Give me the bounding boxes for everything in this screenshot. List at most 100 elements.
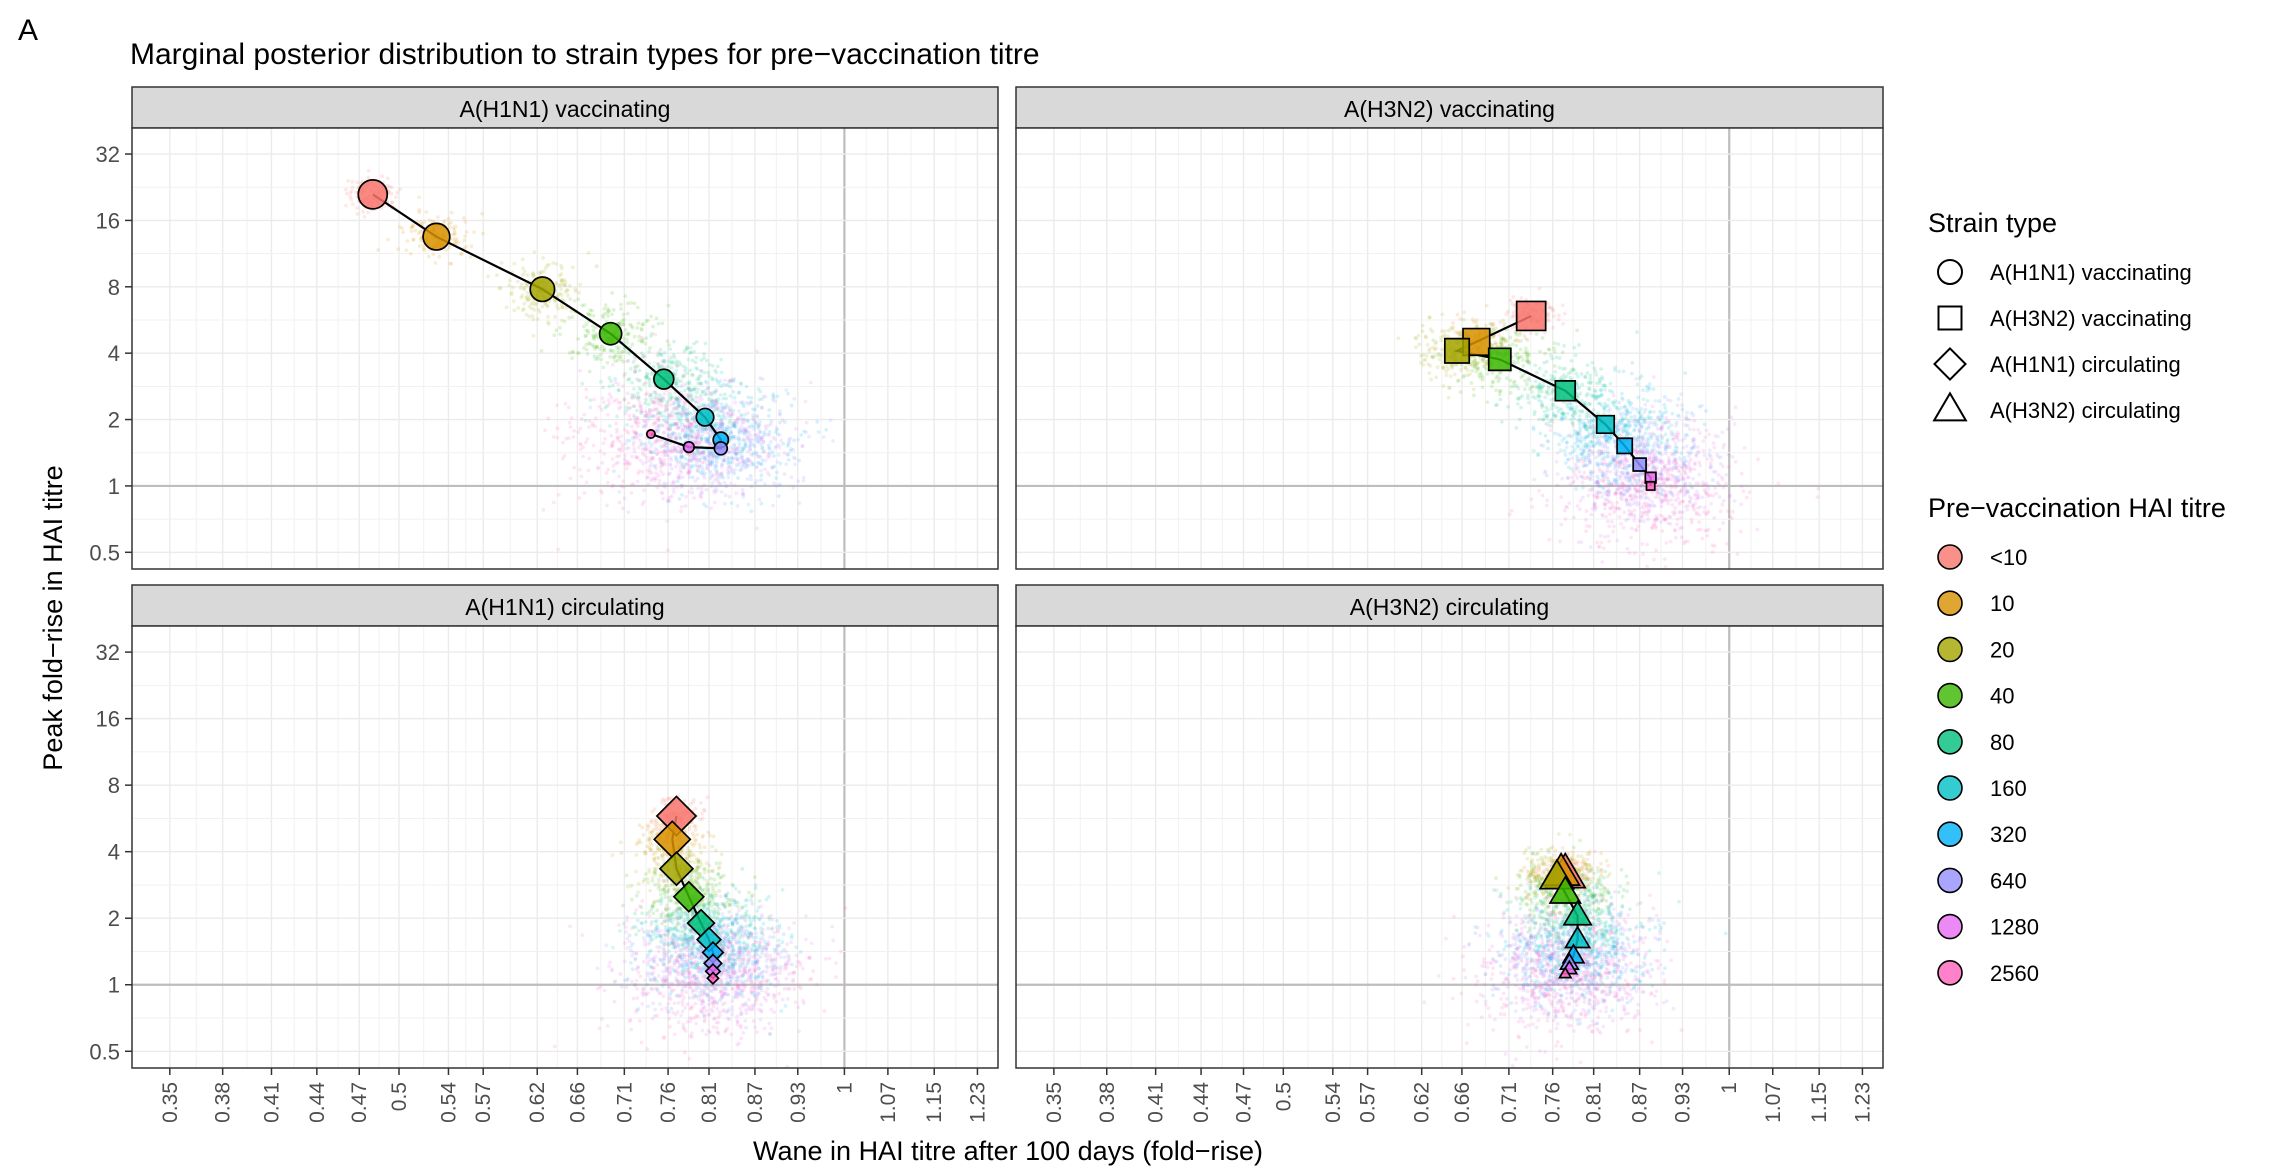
- legend-color-swatch: [1937, 544, 1963, 570]
- legend-color-label: <10: [1990, 545, 2027, 570]
- series-markers: [357, 179, 730, 456]
- x-tick-label: 0.57: [472, 1082, 495, 1123]
- data-point: [1644, 471, 1657, 484]
- legend-color-title: Pre−vaccination HAI titre: [1928, 493, 2226, 523]
- gridlines: [1016, 626, 1883, 1068]
- facet-panel: A(H3N2) circulating: [1015, 584, 1884, 1075]
- square-icon: [1937, 305, 1963, 331]
- facet-strip: [1015, 584, 1884, 627]
- legend-color-item: 320: [1937, 821, 2027, 848]
- legend-color-swatch: [1937, 913, 1963, 940]
- data-point: [529, 276, 556, 303]
- facet-strip-label: A(H1N1) vaccinating: [460, 96, 671, 122]
- data-point: [1562, 899, 1593, 926]
- facet-strip-label: A(H1N1) circulating: [465, 594, 664, 620]
- x-tick-label: 0.93: [1672, 1082, 1695, 1123]
- x-tick-label: 0.81: [1583, 1082, 1606, 1123]
- legend-shape-label: A(H3N2) vaccinating: [1990, 306, 2192, 331]
- y-tick-label: 16: [96, 208, 120, 233]
- legend-color-item: 10: [1937, 590, 2014, 617]
- legend-color-item: 160: [1937, 775, 2027, 801]
- x-tick-label: 0.47: [1233, 1082, 1256, 1123]
- legend-color-swatch: [1937, 682, 1963, 709]
- x-tick-label: 1.15: [923, 1082, 946, 1123]
- plot-area: [132, 626, 998, 1068]
- x-tick-label: 0.71: [1498, 1082, 1521, 1123]
- x-tick-label: 0.76: [657, 1082, 680, 1123]
- legend-shape-title: Strain type: [1928, 208, 2057, 238]
- legend-color-swatch: [1937, 959, 1963, 986]
- data-point: [1554, 380, 1576, 402]
- data-point: [713, 441, 729, 456]
- facet-strip-label: A(H3N2) circulating: [1350, 594, 1549, 620]
- y-tick-labels: 0.5 1 2 4 8 16 32 0.5 1 2 4 8 16 32: [89, 142, 120, 1064]
- x-tick-label: 1: [1718, 1082, 1741, 1094]
- legend-color-item: 20: [1937, 636, 2014, 663]
- x-tick-label: 0.38: [1096, 1082, 1119, 1123]
- legend-color-swatch: [1937, 590, 1963, 617]
- panel-border: [1015, 127, 1884, 570]
- legend-color-label: 320: [1990, 822, 2027, 847]
- legend-color-item: <10: [1937, 544, 2027, 570]
- x-tick-label: 0.35: [1043, 1082, 1066, 1123]
- legend-shape-item: A(H1N1) circulating: [1933, 347, 2181, 381]
- x-tick-label: 1: [833, 1082, 856, 1094]
- panel-border: [1015, 625, 1884, 1069]
- x-tick-label: 0.44: [1190, 1082, 1213, 1123]
- x-tick-label: 0.47: [348, 1082, 371, 1123]
- data-point: [672, 880, 705, 913]
- x-tick-label: 1.23: [966, 1082, 989, 1123]
- facet-panel: A(H1N1) circulating: [125, 584, 999, 1075]
- y-axis-label: Peak fold−rise in HAI titre: [38, 465, 68, 770]
- data-point: [1564, 925, 1592, 949]
- x-tick-label: 0.93: [787, 1082, 810, 1123]
- legend-color-label: 160: [1990, 776, 2027, 801]
- legend-color-label: 80: [1990, 730, 2014, 755]
- legend-color-item: 1280: [1937, 913, 2039, 940]
- legend-shape-label: A(H1N1) circulating: [1990, 352, 2181, 377]
- data-point: [1487, 347, 1512, 372]
- y-tick-label: 1: [108, 474, 120, 499]
- circle-icon: [1937, 259, 1963, 285]
- legend-shape-label: A(H3N2) circulating: [1990, 398, 2181, 423]
- legend-color-item: 40: [1937, 682, 2014, 709]
- legend-color-label: 2560: [1990, 961, 2039, 986]
- y-tick-label: 2: [108, 408, 120, 433]
- legend-color-swatch: [1937, 728, 1963, 755]
- data-point: [598, 321, 623, 346]
- legend-shape-item: A(H3N2) vaccinating: [1937, 305, 2192, 331]
- y-tick-label: 0.5: [89, 540, 120, 565]
- x-tick-label: 0.81: [698, 1082, 721, 1123]
- series-line: [372, 193, 722, 450]
- legend-color-label: 10: [1990, 591, 2014, 616]
- x-tick-label: 0.54: [1322, 1082, 1345, 1123]
- legend-color-items: <10 10 20 40 80 160 320 640 1280 2560: [1937, 544, 2039, 986]
- data-point: [658, 851, 695, 887]
- legend-color-item: 80: [1937, 728, 2014, 755]
- gridlines: [132, 626, 998, 1068]
- x-tick-label: 0.71: [613, 1082, 636, 1123]
- data-point: [1515, 300, 1547, 332]
- data-point: [357, 179, 389, 210]
- x-tick-label: 1.07: [877, 1082, 900, 1123]
- y-tick-label: 4: [108, 341, 120, 366]
- legend-shape-label: A(H1N1) vaccinating: [1990, 260, 2192, 285]
- y-tick-label: 8: [108, 773, 120, 798]
- facet-strip: [131, 584, 999, 627]
- x-tick-label: 0.38: [212, 1082, 235, 1123]
- legend-color-swatch: [1937, 636, 1963, 663]
- gridlines: [1016, 128, 1883, 569]
- facet-strip-label: A(H3N2) vaccinating: [1344, 96, 1555, 122]
- x-axis-label: Wane in HAI titre after 100 days (fold−r…: [753, 1136, 1263, 1166]
- legend-color-swatch: [1937, 867, 1963, 894]
- y-tick-label: 1: [108, 973, 120, 998]
- data-point: [1558, 966, 1573, 979]
- x-tick-label: 0.35: [159, 1082, 182, 1123]
- x-tick-label: 1.15: [1808, 1082, 1831, 1123]
- legend-shape-item: A(H3N2) circulating: [1932, 391, 2181, 423]
- data-point: [682, 440, 696, 454]
- legend-color-swatch: [1937, 821, 1963, 848]
- y-tick-label: 4: [108, 840, 120, 865]
- legend-shape-items: A(H1N1) vaccinating A(H3N2) vaccinating A(…: [1932, 259, 2192, 423]
